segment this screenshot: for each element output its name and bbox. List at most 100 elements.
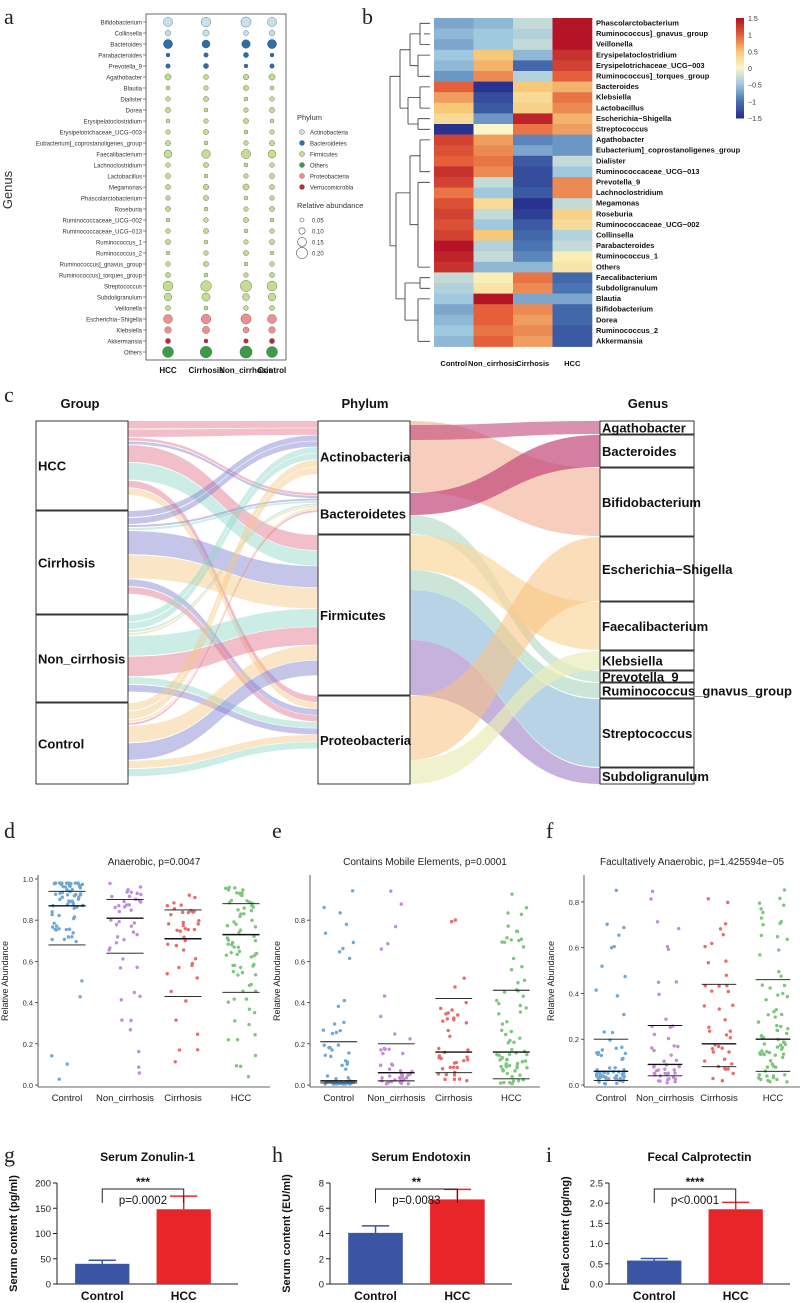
dotplot-point (54, 928, 58, 932)
dotplot-point (253, 1032, 257, 1037)
panel-a-bubble (242, 293, 250, 301)
dotplot-point (234, 922, 238, 926)
panel-a-bubble (165, 107, 171, 113)
panel-a-bubble (165, 206, 171, 212)
panel-a-bubble (269, 129, 275, 135)
panel-a-bubble (203, 140, 209, 146)
panel-a-genus-label: Veillonella (115, 307, 143, 313)
heatmap-cell (434, 177, 474, 188)
bar-chart-y-tick-label: 0 (46, 1280, 51, 1291)
dotplot-point (393, 924, 398, 929)
heatmap-col-label: Non_cirrhosis (468, 359, 518, 368)
dotplot-point (235, 952, 239, 957)
dotplot-point (50, 925, 55, 929)
dotplot-point (129, 924, 134, 928)
dendrogram-branch (419, 139, 430, 173)
dotplot-point (615, 994, 620, 998)
bar (627, 1260, 682, 1284)
dotplot-point (728, 1029, 732, 1033)
dotplot-y-tick-label: 0.8 (295, 916, 305, 925)
dotplot-point (379, 1048, 383, 1052)
panel-a-bubble (165, 228, 171, 234)
dotplot-point (322, 905, 326, 910)
panel-a-bubble (165, 63, 171, 69)
dotplot-point (676, 1044, 680, 1049)
heatmap-cell (434, 283, 474, 294)
dotplot-point (330, 1048, 334, 1052)
heatmap-col-label: Control (440, 359, 467, 368)
dotplot-point (783, 1042, 788, 1047)
dotplot-point (195, 1032, 200, 1036)
heatmap-cell (513, 283, 553, 294)
dotplot-point (500, 1028, 504, 1033)
dotplot-point (184, 999, 188, 1003)
panel-a-bubble (243, 140, 249, 146)
dotplot-point (510, 1082, 514, 1086)
panel-a-genus-label: Klebsiella (116, 329, 142, 335)
dotplot-point (64, 927, 69, 932)
sankey-flow (128, 555, 318, 609)
heatmap-cell (513, 208, 553, 220)
heatmap-cell (473, 230, 514, 241)
heatmap-row-label: Ruminococcus_2 (596, 326, 658, 335)
dotplot-point (726, 989, 731, 994)
dotplot-point (330, 1031, 335, 1036)
panel-a-bubble (200, 314, 211, 325)
dotplot-point (721, 933, 725, 937)
dotplot-point (718, 927, 723, 931)
heatmap-cell (434, 336, 474, 347)
panel-a-bubble (240, 16, 252, 28)
sankey-genus-node (599, 650, 695, 671)
dotplot-point (120, 1018, 124, 1022)
dotplot-point (711, 1050, 716, 1054)
dotplot-point (50, 1054, 54, 1058)
panel-a-genus-label: Lactobacillus (107, 175, 142, 181)
dotplot-point (129, 1018, 133, 1023)
panel-a-bubble (165, 250, 171, 256)
significance-bracket (375, 1188, 458, 1203)
dotplot-point (238, 914, 242, 919)
panel-a-genus-label: Agathobacter (106, 76, 142, 82)
colorbar-segment (736, 46, 744, 49)
colorbar-tick: −1.5 (748, 116, 762, 123)
colorbar-segment (736, 82, 744, 85)
colorbar-segment (736, 70, 744, 73)
colorbar-segment (736, 102, 744, 105)
panel-a-size-label: 0.10 (312, 230, 324, 236)
dotplot-point (402, 1077, 406, 1081)
panel-a-bubble (202, 29, 210, 37)
panel-letter-i: i (546, 1142, 552, 1167)
dotplot-point (617, 933, 621, 937)
dotplot-point (785, 1031, 789, 1036)
dotplot-point (505, 1020, 509, 1024)
colorbar-segment (736, 52, 744, 55)
sankey-flow (410, 421, 600, 440)
dotplot-category-label: Control (596, 1093, 627, 1104)
heatmap-cell (434, 39, 474, 51)
dotplot-point (516, 989, 520, 993)
heatmap-cell (473, 251, 514, 263)
dotplot-point (117, 909, 122, 914)
dotplot-point (244, 997, 249, 1001)
dotplot-point (181, 948, 186, 952)
sankey-phylum-node (317, 534, 411, 696)
sankey-group-node (35, 510, 129, 615)
heatmap-cell (434, 49, 474, 61)
dotplot-y-tick-label: 0.4 (295, 999, 305, 1008)
dotplot-point (398, 1076, 402, 1081)
heatmap-cell (473, 261, 514, 273)
bar-chart-y-tick-label: 2.5 (590, 1179, 603, 1190)
dotplot-point (70, 887, 74, 892)
dotplot-point (497, 1012, 501, 1016)
dotplot-point (232, 997, 236, 1001)
dotplot-point (63, 885, 68, 889)
dotplot-category-label: Cirrhosis (435, 1093, 473, 1104)
colorbar-segment (736, 22, 744, 25)
dotplot-point (720, 1078, 725, 1083)
heatmap-cell (552, 81, 593, 93)
dotplot-point (241, 888, 245, 892)
panel-letter-c: c (4, 382, 14, 407)
dotplot-point (656, 1068, 661, 1072)
panel-a-genus-label: Escherichia−Shigella (86, 318, 143, 324)
panel-a-legend-dot (299, 173, 305, 179)
